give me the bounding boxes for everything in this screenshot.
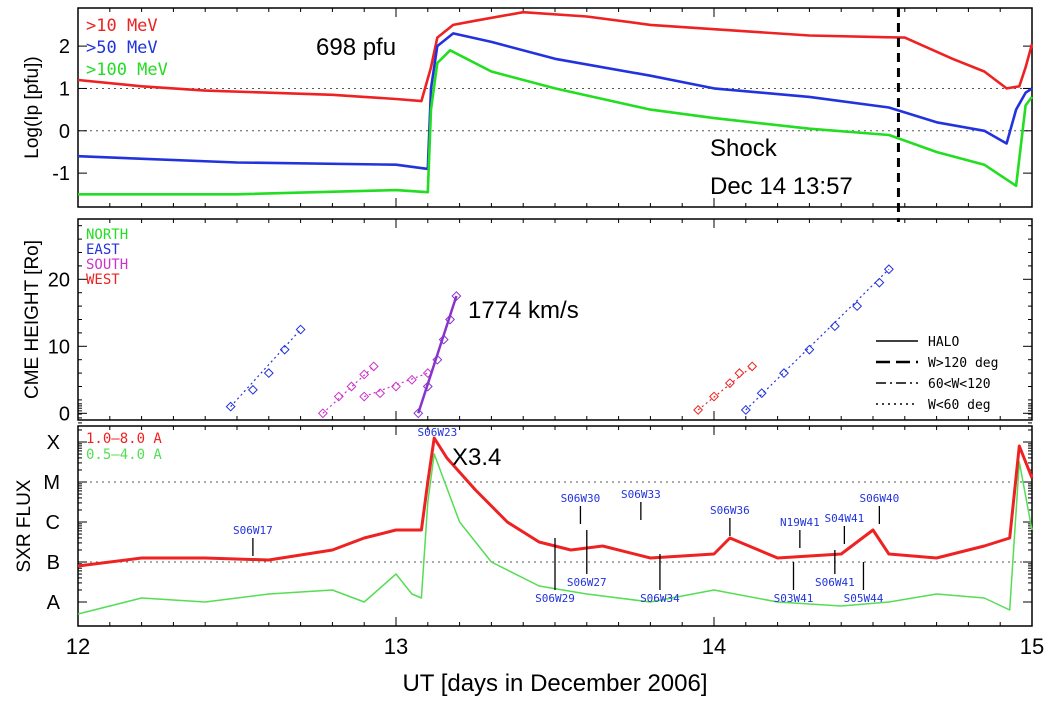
proton-legend-entry: >10 MeV xyxy=(86,16,158,36)
cme-height-point xyxy=(804,344,815,355)
y-tick-label: 0 xyxy=(59,121,70,143)
cme-height-point xyxy=(693,405,704,415)
cme-fit-line xyxy=(745,268,890,411)
cme-height-point xyxy=(829,321,840,332)
cme-height-point xyxy=(747,361,758,372)
flare-location-label: S05W44 xyxy=(844,592,884,605)
line-style-legend-label: 60<W<120 xyxy=(928,377,991,392)
flare-location-label: S06W23 xyxy=(417,426,457,439)
cme-height-point xyxy=(406,374,417,385)
cme-legend-entry: NORTH xyxy=(86,227,128,243)
cme-height-point xyxy=(413,408,424,419)
cme-height-point xyxy=(451,291,462,301)
cme-height-point xyxy=(724,378,735,389)
cme-height-point xyxy=(445,314,456,325)
sxr-legend-entry: 0.5–4.0 A xyxy=(86,447,162,463)
cme-y-axis-label: CME HEIGHT [Ro] xyxy=(22,240,43,399)
y-tick-label: 0 xyxy=(59,403,70,425)
cme-height-point xyxy=(874,277,885,288)
x-tick-label: 14 xyxy=(702,634,726,659)
cme-height-point xyxy=(391,381,401,392)
flare-location-label: S06W30 xyxy=(561,492,601,505)
cme-fit-line xyxy=(230,329,302,408)
flare-location-label: S06W33 xyxy=(621,488,661,501)
proton-legend-entry: >50 MeV xyxy=(86,38,158,58)
x-tick-label: 15 xyxy=(1020,634,1044,659)
cme-height-point xyxy=(295,324,306,335)
cme-fit-line xyxy=(363,372,429,398)
cme-fit-line xyxy=(322,365,375,414)
flare-location-label: S06W17 xyxy=(233,524,273,537)
flare-location-label: S06W27 xyxy=(567,576,607,589)
flare-location-label: S03W41 xyxy=(774,592,814,605)
x-tick-label: 13 xyxy=(384,634,408,659)
flare-location-label: S06W36 xyxy=(710,504,750,517)
cme-height-point xyxy=(756,388,767,399)
proton-y-axis-label: Log(Ip [pfu]) xyxy=(22,56,43,158)
shock-time-label: Dec 14 13:57 xyxy=(710,173,853,200)
cme-height-point xyxy=(375,388,386,399)
x-axis: 12 13 14 15 UT [days in December 2006] xyxy=(66,634,1044,697)
cme-height-point xyxy=(779,368,789,379)
proton-flux-panel: -1 0 1 2 Log(Ip [pfu]) >10 MeV>50 MeV>100 MeV… xyxy=(22,7,1034,222)
y-tick-label: X xyxy=(47,432,60,454)
y-tick-label: 20 xyxy=(48,269,70,291)
cme-height-point xyxy=(333,391,344,402)
proton-series-line xyxy=(77,10,1034,103)
line-style-legend-label: HALO xyxy=(928,335,959,350)
cme-height-point xyxy=(279,344,290,355)
cme-height-point xyxy=(359,369,370,380)
y-tick-label: 10 xyxy=(48,336,70,358)
y-tick-label: B xyxy=(47,552,60,574)
y-tick-label: A xyxy=(47,592,61,614)
cme-height-point xyxy=(422,381,433,392)
cme-legend-entry: SOUTH xyxy=(86,257,128,273)
cme-height-point xyxy=(263,368,274,379)
sxr-y-axis-label: SXR FLUX xyxy=(14,479,35,572)
flare-location-label: S06W41 xyxy=(815,576,855,589)
flare-location-label: S06W34 xyxy=(640,592,680,605)
cme-height-point xyxy=(883,264,894,275)
flare-class-label: X3.4 xyxy=(452,444,501,471)
y-tick-label: M xyxy=(43,472,60,494)
line-style-legend-label: W>120 deg xyxy=(928,356,998,371)
flare-location-label: S06W40 xyxy=(859,492,899,505)
shock-label: Shock xyxy=(710,135,778,162)
sxr-series-line xyxy=(77,453,1033,615)
peak-flux-label: 698 pfu xyxy=(316,34,396,61)
flare-location-label: S06W29 xyxy=(535,592,575,605)
sxr-legend-entry: 1.0–8.0 A xyxy=(86,431,162,447)
cme-height-point xyxy=(359,391,370,402)
proton-legend-entry: >100 MeV xyxy=(86,60,168,80)
y-tick-label: C xyxy=(46,512,60,534)
cme-height-point xyxy=(709,391,719,402)
line-style-legend-label: W<60 deg xyxy=(928,398,991,413)
cme-speed-label: 1774 km/s xyxy=(468,297,579,324)
cme-height-point xyxy=(740,405,751,415)
cme-height-point xyxy=(247,384,258,395)
cme-height-point xyxy=(734,368,745,379)
cme-height-point xyxy=(438,334,449,345)
cme-height-point xyxy=(368,361,379,372)
y-tick-label: -1 xyxy=(52,163,70,185)
cme-height-point xyxy=(432,354,443,365)
cme-legend-entry: EAST xyxy=(86,242,120,258)
flare-location-label: N19W41 xyxy=(780,516,820,529)
x-tick-label: 12 xyxy=(66,634,90,659)
cme-height-point xyxy=(225,401,236,412)
flare-location-label: S04W41 xyxy=(825,512,865,525)
cme-height-point xyxy=(317,408,328,419)
cme-height-point xyxy=(852,301,863,312)
y-tick-label: 1 xyxy=(59,78,70,100)
x-axis-label: UT [days in December 2006] xyxy=(402,670,707,697)
proton-series-line xyxy=(78,48,1034,196)
cme-fit-line xyxy=(697,365,753,411)
cme-legend-entry: WEST xyxy=(86,272,120,288)
cme-height-point xyxy=(346,381,357,392)
y-tick-label: 2 xyxy=(59,36,70,58)
